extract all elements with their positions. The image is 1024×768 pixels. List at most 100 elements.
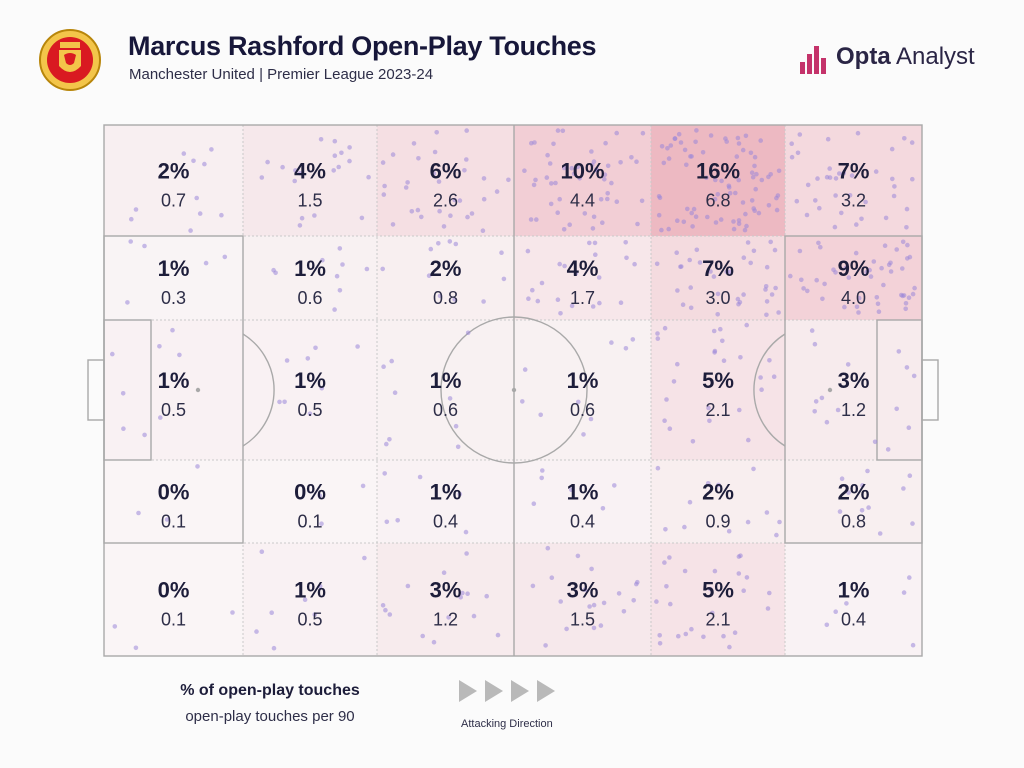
touch-dot: [548, 201, 554, 207]
touch-dot: [833, 270, 838, 275]
touch-dot: [462, 168, 467, 173]
cell-per90-label: 0.3: [161, 288, 186, 308]
cell-percent-label: 2%: [158, 159, 190, 184]
touch-dot: [680, 302, 686, 308]
touch-dot: [864, 269, 869, 275]
cell-per90-label: 0.5: [297, 400, 322, 420]
attacking-direction: Attacking Direction: [445, 680, 585, 730]
touch-dot: [589, 149, 594, 154]
play-arrow-icon: [485, 680, 503, 702]
touch-dot: [539, 280, 545, 286]
touch-dot: [318, 137, 324, 142]
touch-dot: [688, 305, 694, 311]
touch-dot: [526, 296, 531, 302]
touch-dot: [598, 197, 604, 202]
touch-dot: [621, 609, 627, 614]
touch-dot: [558, 599, 563, 604]
touch-dot: [569, 487, 574, 493]
touch-dot: [659, 144, 665, 149]
touch-dot: [741, 292, 746, 297]
touch-dot: [689, 210, 694, 216]
cell-per90-label: 3.2: [841, 191, 866, 211]
touch-dot: [222, 254, 228, 260]
touch-dot: [740, 200, 746, 205]
touch-dot: [712, 197, 718, 202]
touch-dot: [609, 180, 614, 186]
touch-dot: [387, 437, 392, 442]
touch-dot: [567, 222, 572, 227]
touch-dot: [758, 375, 763, 380]
touch-dot: [203, 260, 209, 266]
touch-dot: [543, 643, 548, 648]
touch-dot: [535, 298, 541, 304]
heatmap-cell: [514, 320, 651, 460]
cell-per90-label: 0.9: [705, 512, 730, 532]
heatmap-cell: [785, 543, 922, 656]
left-penalty-arc: [242, 333, 275, 447]
touch-dot: [520, 399, 525, 404]
touch-dot: [705, 481, 711, 486]
touch-dot: [733, 190, 738, 196]
left-goal: [87, 359, 105, 421]
touch-dot: [560, 128, 566, 134]
touch-dot: [594, 168, 600, 173]
cell-per90-label: 1.5: [570, 610, 595, 630]
cell-percent-label: 10%: [560, 159, 604, 184]
touch-dot: [545, 152, 550, 158]
touch-dot: [522, 367, 528, 372]
touch-dot: [846, 490, 851, 495]
touch-dot: [499, 250, 504, 255]
touch-dot: [688, 154, 693, 159]
touch-dot: [332, 153, 338, 158]
touch-dot: [601, 600, 607, 606]
touch-dot: [863, 199, 868, 205]
touch-dot: [340, 262, 345, 267]
touch-dot: [875, 301, 881, 307]
touch-dot: [777, 519, 782, 525]
touch-dot: [736, 218, 742, 223]
touch-dot: [883, 215, 889, 221]
touch-dot: [902, 136, 907, 141]
touch-dot: [588, 416, 594, 422]
touch-dot: [759, 177, 765, 183]
touch-dot: [409, 209, 415, 214]
touch-dot: [775, 193, 781, 198]
touch-dot: [903, 306, 908, 312]
touch-dot: [415, 207, 421, 213]
touch-dot: [271, 645, 277, 651]
touch-dot: [110, 351, 115, 357]
touch-dot: [158, 415, 163, 420]
touch-dot: [195, 464, 200, 469]
touch-dot: [667, 555, 672, 560]
touch-dot: [839, 476, 845, 482]
touch-dot: [720, 338, 725, 344]
touch-dot: [679, 264, 684, 269]
touch-dot: [743, 211, 748, 217]
touch-dot: [639, 198, 645, 204]
touch-dot: [265, 159, 270, 165]
touch-dot: [818, 244, 823, 250]
touch-dot: [657, 195, 663, 201]
touch-dot: [805, 288, 810, 294]
touch-dot: [465, 330, 471, 336]
opta-analyst-logo: Opta Analyst: [798, 40, 998, 76]
touch-dot: [380, 603, 386, 608]
cell-per90-label: 0.6: [297, 288, 322, 308]
touch-dot: [905, 242, 910, 248]
touch-dot: [903, 301, 909, 306]
touch-dot: [464, 128, 470, 133]
touch-dot: [744, 575, 750, 580]
heatmap-cell: [651, 460, 785, 543]
touch-dot: [618, 160, 623, 165]
touch-dot: [384, 441, 389, 447]
touch-dot: [681, 219, 687, 225]
touch-dot: [582, 587, 588, 592]
touch-dot: [602, 177, 607, 182]
touch-dot: [581, 432, 586, 437]
heatmap-cell: [243, 320, 377, 460]
touch-dot: [740, 147, 746, 153]
touch-dot: [417, 474, 423, 480]
touch-dot: [411, 141, 417, 146]
heatmap-cell: [785, 125, 922, 236]
touch-dot: [587, 240, 592, 246]
